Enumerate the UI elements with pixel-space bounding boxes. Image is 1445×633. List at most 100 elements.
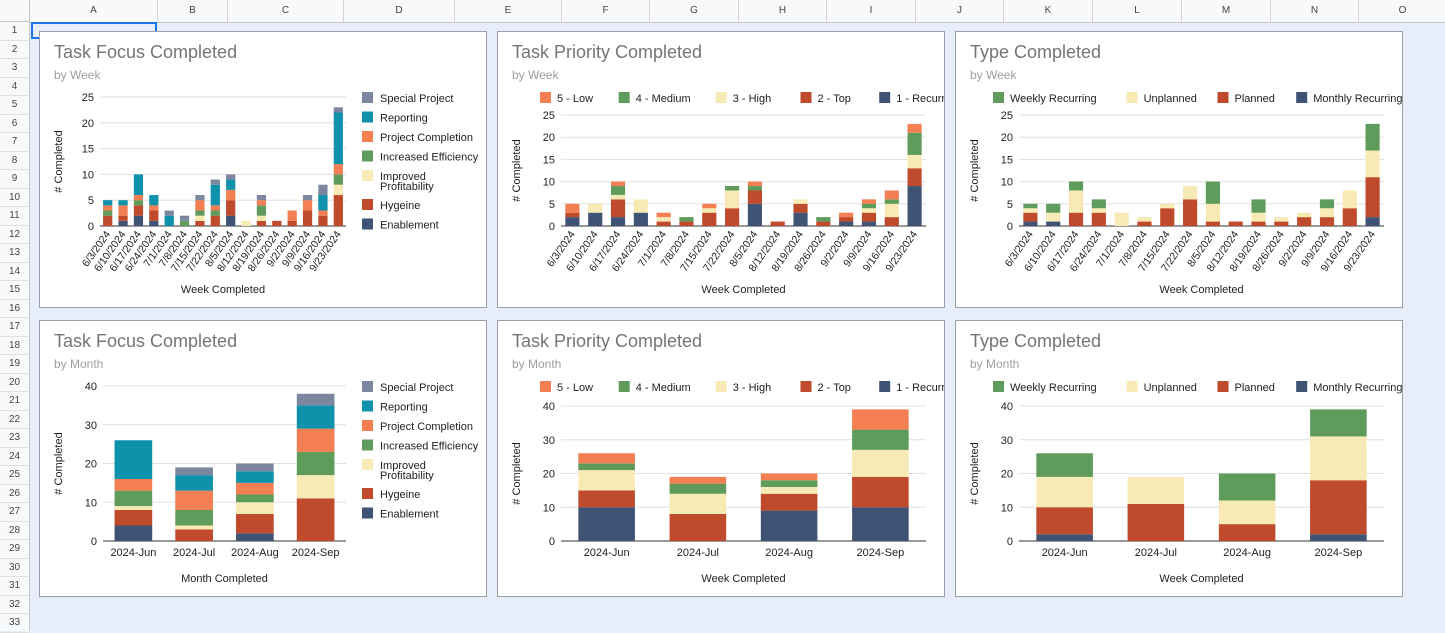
y-tick-label: 20 [1001, 469, 1013, 481]
row-header[interactable]: 27 [0, 503, 29, 522]
row-header[interactable]: 12 [0, 226, 29, 244]
x-tick-label: 2024-Jul [1135, 547, 1177, 559]
column-header[interactable]: M [1182, 0, 1271, 22]
y-tick-label: 30 [85, 420, 97, 432]
bar-segment [1342, 190, 1357, 209]
bar-segment [760, 493, 818, 511]
bar-segment [210, 184, 220, 206]
row-header[interactable]: 22 [0, 411, 29, 429]
y-tick-label: 5 [1007, 199, 1013, 211]
bar-segment [578, 490, 635, 508]
column-header[interactable]: G [650, 0, 739, 22]
bar-segment [318, 210, 328, 216]
column-header[interactable]: H [739, 0, 827, 22]
column-header[interactable]: B [158, 0, 228, 22]
column-header[interactable]: J [916, 0, 1004, 22]
row-header[interactable]: 10 [0, 189, 29, 207]
column-header[interactable]: L [1093, 0, 1182, 22]
bar-segment [747, 203, 762, 226]
row-header[interactable]: 9 [0, 170, 29, 189]
chart-subtitle: by Week [54, 68, 101, 82]
chart-type-by-week[interactable]: 0 5 10 15 20 25 6/3/2024 6/10/2024 6/17/2024 6/24… [955, 31, 1403, 308]
row-header[interactable]: 26 [0, 485, 29, 503]
row-header[interactable]: 3 [0, 59, 29, 78]
bar-segment [118, 200, 128, 206]
row-header[interactable]: 18 [0, 337, 29, 355]
y-tick-label: 25 [82, 92, 94, 104]
column-header[interactable]: D [344, 0, 455, 22]
row-header[interactable]: 29 [0, 540, 29, 559]
row-header[interactable]: 17 [0, 318, 29, 337]
legend-label: Improved Profitability [380, 171, 434, 193]
bar-segment [1365, 217, 1380, 226]
row-header[interactable]: 6 [0, 115, 29, 133]
chart-task-priority-by-month[interactable]: 0 10 20 30 40 2024-Jun 2024-Jul 2024-Aug 2024-Se… [497, 320, 945, 597]
legend-swatch [362, 92, 373, 103]
column-header[interactable]: E [455, 0, 562, 22]
legend-swatch [800, 381, 812, 392]
row-header[interactable]: 8 [0, 152, 29, 170]
select-all-corner[interactable] [0, 0, 30, 22]
bar-segment [302, 195, 313, 201]
row-header[interactable]: 23 [0, 429, 29, 448]
chart-type-by-month[interactable]: 0 10 20 30 40 2024-Jun 2024-Jul 2024-Aug 2024-Se… [955, 320, 1403, 597]
bar-segment [565, 203, 580, 213]
bar-segment [103, 200, 113, 206]
legend-label: 3 - High [733, 93, 772, 105]
row-header[interactable]: 30 [0, 559, 29, 577]
column-header[interactable]: K [1004, 0, 1093, 22]
row-header[interactable]: 32 [0, 596, 29, 614]
chart-title: Type Completed [970, 42, 1102, 62]
row-header[interactable]: 13 [0, 244, 29, 263]
row-header[interactable]: 20 [0, 374, 29, 392]
y-tick-label: 0 [549, 536, 555, 548]
row-header[interactable]: 31 [0, 577, 29, 596]
legend-label: Weekly Recurring [1010, 93, 1097, 105]
bar-segment [1023, 203, 1038, 209]
row-header[interactable]: 5 [0, 96, 29, 115]
row-header[interactable]: 7 [0, 133, 29, 152]
bar-segment [236, 494, 274, 503]
chart-subtitle: by Month [512, 357, 562, 371]
bar-segment [103, 215, 113, 226]
column-header[interactable]: A [30, 0, 158, 22]
chart-task-priority-by-week[interactable]: 0 5 10 15 20 25 6/3/2024 6/10/2024 6/17/2024 6/24… [497, 31, 945, 308]
row-header[interactable]: 15 [0, 281, 29, 300]
row-header[interactable]: 2 [0, 41, 29, 59]
chart-task-focus-by-month[interactable]: 0 10 20 30 40 2024-Jun 2024-Jul 2024-Aug 2024-Se… [39, 320, 487, 597]
legend-swatch [362, 199, 373, 210]
row-header[interactable]: 11 [0, 207, 29, 226]
x-axis-title: Week Completed [181, 284, 265, 296]
column-header[interactable]: F [562, 0, 650, 22]
row-header[interactable]: 19 [0, 355, 29, 374]
row-header[interactable]: 4 [0, 78, 29, 96]
bar-segment [287, 210, 297, 221]
row-header[interactable]: 33 [0, 614, 29, 633]
row-header[interactable]: 16 [0, 300, 29, 318]
bar-segment [296, 498, 335, 541]
row-header[interactable]: 21 [0, 392, 29, 411]
bar-segment [907, 168, 922, 187]
chart-task-focus-by-week[interactable]: 0 5 10 15 20 25 6/3/2024 6/10/2024 6/17/2024 6/24… [39, 31, 487, 308]
row-header[interactable]: 1 [0, 22, 29, 41]
chart-subtitle: by Month [54, 357, 104, 371]
column-header[interactable]: I [827, 0, 916, 22]
bar-segment [1137, 217, 1152, 222]
y-tick-label: 20 [1001, 132, 1013, 144]
row-header[interactable]: 28 [0, 522, 29, 540]
bar-segment [610, 186, 626, 195]
bar-segment [747, 190, 762, 204]
bar-segment [133, 200, 144, 206]
column-header[interactable]: C [228, 0, 344, 22]
y-tick-label: 0 [91, 536, 97, 548]
column-header[interactable]: N [1271, 0, 1359, 22]
row-header[interactable]: 25 [0, 466, 29, 485]
legend-swatch [1296, 381, 1308, 392]
legend-label: Hygeine [380, 489, 420, 501]
row-header[interactable]: 14 [0, 263, 29, 281]
bar-segment [578, 507, 635, 541]
column-header[interactable]: O [1359, 0, 1445, 22]
row-header[interactable]: 24 [0, 448, 29, 466]
bar-segment [702, 212, 717, 226]
chart-subtitle: by Week [512, 68, 559, 82]
